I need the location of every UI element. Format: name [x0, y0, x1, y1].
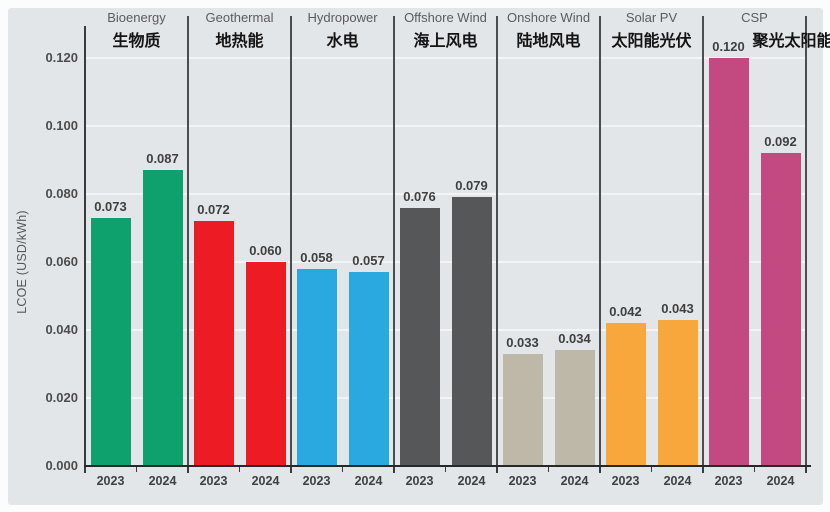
bar-2024	[657, 319, 698, 466]
year-label: 2023	[611, 474, 640, 488]
group-title-zh: 水电	[326, 33, 359, 50]
axis-tick	[702, 467, 704, 473]
bar-value-label: 0.120	[712, 39, 745, 54]
gridline	[85, 329, 806, 331]
bar-2024	[245, 262, 286, 466]
year-label: 2024	[663, 474, 692, 488]
bar-value-label: 0.043	[661, 300, 694, 316]
year-label: 2023	[96, 474, 125, 488]
year-label: 2023	[302, 474, 331, 488]
bar-value-label: 0.079	[455, 178, 488, 194]
y-tick-label: 0.020	[45, 390, 78, 405]
gridline	[85, 57, 806, 59]
group-separator	[702, 16, 704, 466]
axis-tick	[135, 467, 138, 472]
year-label: 2023	[714, 474, 743, 488]
bar-2024	[760, 153, 801, 466]
bar-2024	[348, 272, 389, 466]
group-title-en: Offshore Wind	[404, 10, 487, 25]
group-separator	[599, 16, 601, 466]
axis-tick	[393, 467, 395, 473]
gridline	[85, 193, 806, 195]
y-tick-label: 0.040	[45, 322, 78, 337]
bar-value-label: 0.060	[249, 243, 282, 258]
bar-2023	[296, 268, 337, 466]
gridline	[85, 125, 806, 127]
year-label: 2024	[457, 474, 486, 488]
axis-tick	[805, 467, 807, 473]
x-axis-line	[84, 464, 811, 468]
bar-value-label: 0.058	[300, 249, 333, 265]
axis-tick	[290, 467, 292, 473]
year-label: 2024	[251, 474, 280, 488]
group-title-en: Solar PV	[625, 10, 678, 25]
bar-2023	[399, 207, 440, 466]
bar-2024	[554, 350, 595, 466]
axis-tick	[496, 467, 498, 473]
bar-value-label: 0.042	[609, 304, 642, 320]
axis-tick	[650, 467, 653, 472]
group-title-zh: 生物质	[112, 33, 161, 50]
bar-2023	[708, 58, 749, 466]
group-separator	[496, 16, 498, 466]
axis-tick	[187, 467, 189, 473]
group-title-zh: 聚光太阳能	[752, 33, 830, 50]
year-label: 2023	[508, 474, 537, 488]
y-tick-label: 0.120	[45, 50, 78, 65]
bar-2024	[142, 170, 183, 466]
bar-value-label: 0.033	[506, 334, 539, 350]
year-label: 2024	[560, 474, 589, 488]
axis-tick	[341, 467, 344, 472]
y-tick-label: 0.000	[45, 458, 78, 473]
gridline	[85, 397, 806, 399]
group-title-en: Bioenergy	[107, 10, 166, 25]
year-label: 2024	[354, 474, 383, 488]
bar-value-label: 0.034	[558, 331, 591, 347]
axis-tick	[84, 467, 86, 473]
bar-2023	[502, 353, 543, 466]
bar-value-label: 0.072	[197, 202, 230, 218]
group-separator	[187, 16, 189, 466]
group-title-en: Onshore Wind	[506, 10, 591, 25]
group-title-zh: 太阳能光伏	[611, 33, 692, 50]
group-separator	[290, 16, 292, 466]
y-tick-label: 0.100	[45, 118, 78, 133]
group-title-zh: 海上风电	[413, 33, 478, 50]
bar-value-label: 0.073	[94, 198, 127, 214]
group-separator	[805, 16, 807, 466]
bar-2024	[451, 197, 492, 466]
bar-value-label: 0.076	[403, 188, 436, 204]
group-title-zh: 地热能	[215, 33, 264, 50]
gridline	[85, 261, 806, 263]
bar-2023	[605, 323, 646, 466]
bar-value-label: 0.057	[352, 253, 385, 269]
axis-tick	[238, 467, 241, 472]
y-tick-label: 0.060	[45, 254, 78, 269]
axis-tick	[444, 467, 447, 472]
bar-2023	[193, 221, 234, 466]
axis-tick	[599, 467, 601, 473]
group-title-en: Geothermal	[205, 10, 274, 25]
year-label: 2024	[148, 474, 177, 488]
y-tick-label: 0.080	[45, 186, 78, 201]
group-title-en: CSP	[741, 10, 768, 25]
year-label: 2023	[405, 474, 434, 488]
bar-2023	[90, 217, 131, 466]
group-title-zh: 陆地风电	[516, 33, 581, 50]
axis-tick	[547, 467, 550, 472]
bar-value-label: 0.092	[764, 134, 797, 150]
group-title-en: Hydropower	[307, 10, 378, 25]
bar-value-label: 0.087	[146, 151, 179, 167]
y-axis-line	[84, 26, 87, 466]
axis-tick	[753, 467, 756, 472]
year-label: 2023	[199, 474, 228, 488]
group-separator	[393, 16, 395, 466]
year-label: 2024	[766, 474, 795, 488]
